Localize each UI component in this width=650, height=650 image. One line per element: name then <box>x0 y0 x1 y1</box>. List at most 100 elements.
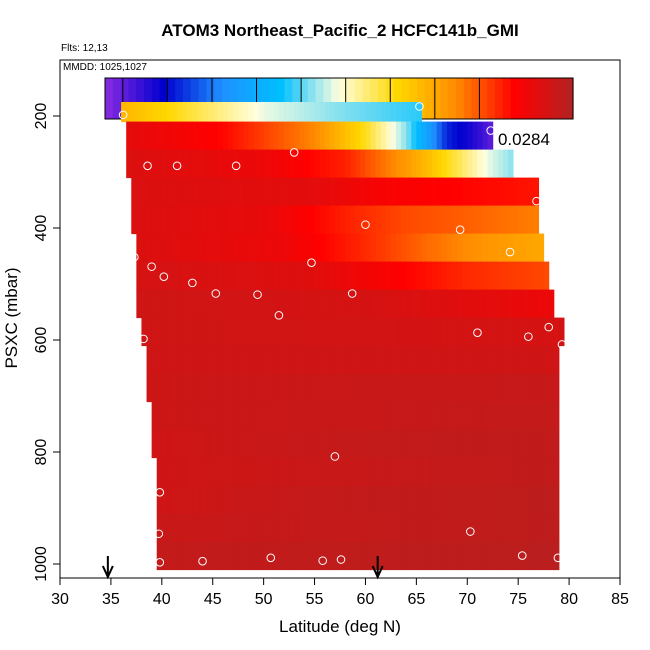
heatmap-cell <box>345 149 351 179</box>
heatmap-cell <box>396 345 402 375</box>
heatmap-cell <box>497 457 504 487</box>
heatmap-cell <box>146 373 153 403</box>
heatmap-cell <box>523 317 529 347</box>
heatmap-cell <box>263 149 270 179</box>
heatmap-cell <box>192 429 198 459</box>
heatmap-cell <box>441 177 448 207</box>
heatmap-cell <box>187 373 193 403</box>
heatmap-cell <box>161 289 168 319</box>
heatmap-cell <box>304 233 310 263</box>
colorbar-segment <box>307 78 317 119</box>
heatmap-cell <box>380 261 387 291</box>
heatmap-cell <box>172 429 178 459</box>
heatmap-cell <box>497 233 504 263</box>
colorbar-segment <box>222 78 231 119</box>
heatmap-cell <box>131 102 137 123</box>
heatmap-cell <box>182 429 188 459</box>
heatmap-cell <box>482 345 489 375</box>
heatmap-cell <box>472 317 478 347</box>
heatmap-cell <box>472 485 478 515</box>
heatmap-cell <box>365 289 372 319</box>
heatmap-cell <box>508 177 514 207</box>
heatmap-cell <box>477 177 484 207</box>
heatmap-cell <box>528 177 534 207</box>
heatmap-cell <box>222 177 229 207</box>
heatmap-cell <box>177 513 183 543</box>
heatmap-cell <box>233 401 239 431</box>
sample-point <box>139 334 148 344</box>
heatmap-cell <box>187 513 193 543</box>
heatmap-cell <box>284 429 290 459</box>
heatmap-cell <box>197 485 204 515</box>
heatmap-cell <box>141 289 148 319</box>
heatmap-cell <box>390 102 397 123</box>
heatmap-cell <box>518 373 524 403</box>
heatmap-cell <box>385 541 392 571</box>
heatmap-cell <box>365 541 372 571</box>
y-tick-label: 600 <box>33 327 50 354</box>
heatmap-cell <box>233 149 239 179</box>
heatmap-cell <box>508 289 514 319</box>
heatmap-cell <box>314 541 321 571</box>
heatmap-cell <box>416 485 422 515</box>
heatmap-cell <box>233 513 239 543</box>
heatmap-cell <box>390 149 397 179</box>
heatmap-cell <box>299 485 305 515</box>
heatmap-cell <box>166 541 173 571</box>
heatmap-cell <box>156 317 163 347</box>
heatmap-cell <box>523 233 529 263</box>
heatmap-cell <box>268 149 275 179</box>
heatmap-cell <box>436 513 443 543</box>
heatmap-cell <box>441 289 448 319</box>
heatmap-cell <box>334 401 341 431</box>
heatmap-cell <box>278 261 285 291</box>
heatmap-cell <box>253 205 260 235</box>
heatmap-cell <box>217 205 224 235</box>
heatmap-cell <box>166 429 173 459</box>
heatmap-cell <box>385 289 392 319</box>
heatmap-cell <box>375 102 382 123</box>
heatmap-cell <box>314 205 321 235</box>
heatmap-cell <box>472 261 478 291</box>
heatmap-cell <box>187 457 193 487</box>
heatmap-cell <box>177 429 183 459</box>
heatmap-cell <box>340 485 346 515</box>
sample-point <box>147 262 156 271</box>
heatmap-cell <box>502 485 509 515</box>
heatmap-cell <box>390 401 397 431</box>
heatmap-cell <box>421 429 428 459</box>
colorbar-segment <box>549 78 558 119</box>
heatmap-cell <box>156 485 163 515</box>
heatmap-cell <box>350 457 356 487</box>
y-axis-label: PSXC (mbar) <box>2 267 21 368</box>
sample-point <box>505 247 515 257</box>
heatmap-cell <box>304 149 310 179</box>
heatmap-cell <box>370 261 377 291</box>
heatmap-cell <box>513 457 519 487</box>
heatmap-cell <box>513 317 519 347</box>
heatmap-cell <box>258 457 265 487</box>
heatmap-cell <box>166 401 173 431</box>
heatmap-cell <box>284 289 290 319</box>
colorbar-segment <box>510 78 519 119</box>
heatmap-cell <box>121 102 127 123</box>
heatmap-cell <box>431 317 438 347</box>
heatmap-cell <box>314 429 321 459</box>
heatmap-cell <box>487 205 494 235</box>
heatmap-cell <box>131 205 137 235</box>
heatmap-cell <box>411 317 417 347</box>
colorbar-segment <box>323 78 332 119</box>
heatmap-cell <box>177 317 183 347</box>
colorbar-segment <box>136 78 145 119</box>
sample-point <box>455 225 465 234</box>
heatmap-cell <box>294 121 300 151</box>
heatmap-cell <box>141 121 148 151</box>
heatmap-cell <box>360 541 366 571</box>
heatmap-cell <box>187 289 193 319</box>
heatmap-cell <box>172 205 178 235</box>
heatmap-cell <box>212 345 219 375</box>
heatmap-cell <box>187 429 193 459</box>
heatmap-cell <box>212 205 219 235</box>
heatmap-cell <box>492 373 499 403</box>
heatmap-cell <box>436 149 443 179</box>
